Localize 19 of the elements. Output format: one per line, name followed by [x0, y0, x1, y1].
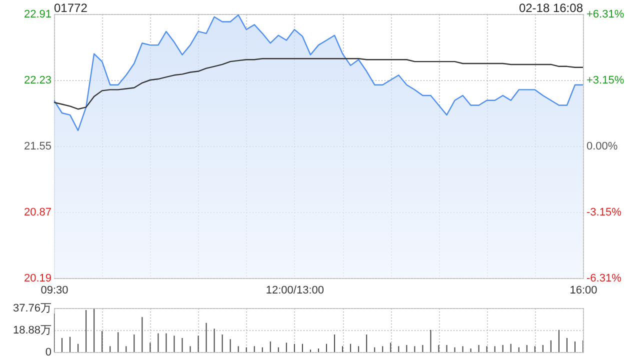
x-tick-label: 16:00: [570, 284, 598, 296]
y2-tick-label: +6.31%: [586, 8, 624, 20]
y-tick-label: 22.23: [24, 74, 52, 86]
line-series: [54, 58, 583, 110]
annotation: 02-18 16:08: [518, 1, 583, 15]
y2-tick-label: 0.00%: [586, 140, 618, 152]
x-tick-label: 09:30: [40, 284, 68, 296]
y2-tick-label: -6.31%: [586, 272, 622, 284]
chart-title: 01772: [54, 1, 88, 15]
y-tick-label: 20.87: [24, 206, 52, 218]
y-tick-label: 20.19: [24, 272, 52, 284]
y-tick-label: 22.91: [24, 8, 52, 20]
y-tick-label: 0: [45, 346, 52, 358]
y-tick-label: 21.55: [24, 140, 52, 152]
y2-tick-label: +3.15%: [586, 74, 624, 87]
x-tick-label: 12:00/13:00: [266, 284, 324, 296]
y-tick-label: 37.76万: [12, 302, 52, 314]
y2-tick-label: -3.15%: [586, 206, 622, 218]
y-tick-label: 18.88万: [12, 324, 52, 336]
